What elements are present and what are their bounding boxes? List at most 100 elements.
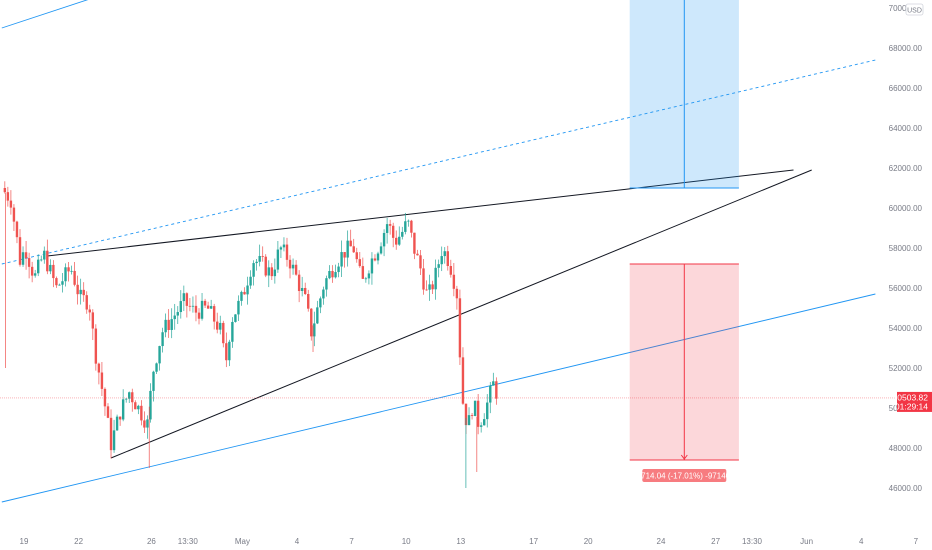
candle — [191, 296, 195, 313]
candle — [476, 393, 480, 435]
x-tick-label: 26 — [147, 537, 156, 546]
candle-body — [94, 328, 98, 364]
candle-body — [46, 250, 49, 272]
candle-body — [188, 305, 192, 307]
candle-body — [9, 200, 13, 208]
currency-badge[interactable] — [905, 3, 924, 16]
candle — [3, 181, 7, 194]
candle — [21, 246, 25, 267]
candle — [152, 370, 155, 402]
candle — [264, 254, 267, 278]
candle — [288, 255, 292, 279]
long-position-tool[interactable]: 10412.43 (17.08%) 1041243 — [629, 0, 739, 189]
candle — [355, 247, 358, 263]
candle — [167, 309, 170, 338]
candle-body — [476, 400, 480, 427]
candle — [331, 265, 334, 283]
candle-body — [395, 237, 398, 245]
candle-body — [443, 251, 446, 257]
candle — [176, 306, 179, 324]
candle-body — [124, 398, 128, 400]
candle-body — [67, 267, 70, 272]
candle — [322, 286, 325, 305]
candle — [237, 295, 240, 322]
candle — [9, 190, 13, 215]
x-tick-label: 24 — [657, 537, 666, 546]
candle-body — [52, 264, 55, 279]
candle — [27, 252, 31, 279]
candle — [361, 257, 365, 280]
candle — [216, 312, 219, 334]
candle — [440, 246, 443, 272]
candle-body — [452, 274, 456, 289]
candle — [449, 259, 453, 278]
candle — [243, 287, 246, 295]
candle — [479, 422, 483, 433]
short-position-tool[interactable]: -9714.04 (-17.01%) -971404 — [629, 263, 739, 482]
price-axis[interactable]: 46000.0048000.0050000.0052000.0054000.00… — [889, 0, 924, 493]
candle — [37, 254, 40, 277]
candle — [246, 276, 249, 305]
candle-body — [134, 402, 137, 410]
candle-body — [185, 293, 189, 306]
candle — [282, 237, 286, 252]
candle — [82, 282, 85, 302]
candle — [473, 400, 477, 417]
candle-body — [30, 266, 34, 276]
candle — [100, 362, 104, 396]
candle — [185, 292, 189, 318]
wedge-lower-line[interactable] — [110, 169, 812, 459]
candle — [285, 237, 289, 267]
candle — [291, 258, 295, 275]
candle — [352, 238, 355, 254]
x-tick-label: 17 — [529, 537, 538, 546]
candle-body — [285, 244, 289, 260]
candle — [467, 407, 471, 426]
candle-body — [492, 381, 495, 386]
candle-body — [43, 250, 46, 260]
candle — [118, 416, 122, 426]
candle-body — [352, 246, 355, 253]
candle-body — [40, 259, 43, 261]
candle — [40, 255, 43, 262]
candle — [88, 304, 91, 321]
candle — [85, 291, 88, 314]
short-label-text: -9714.04 (-17.01%) -971404 — [634, 472, 735, 481]
short-label-box — [642, 469, 727, 482]
candle — [492, 372, 495, 386]
candle — [222, 320, 225, 348]
candle-body — [288, 259, 292, 269]
candle — [482, 413, 486, 426]
candle-body — [112, 430, 116, 451]
bar-countdown: 01:29:14 — [895, 401, 928, 411]
candle-body — [128, 392, 131, 399]
candle-body — [140, 405, 143, 421]
candle-body — [376, 253, 380, 261]
candle-body — [85, 295, 88, 310]
y-tick-label: 70000.00 — [889, 4, 923, 13]
candle — [64, 263, 67, 287]
time-axis[interactable]: 19 22 26 13:30 May 4 7 10 13 17 20 24 27 13:30 Jun 4 7 — [20, 537, 919, 546]
candle — [416, 249, 419, 256]
wedge-upper-line[interactable] — [47, 169, 794, 257]
x-tick-label: 13:30 — [742, 537, 763, 546]
channel-upper-line[interactable] — [1, 0, 366, 29]
candle-body — [97, 363, 101, 373]
candle — [252, 260, 255, 286]
y-tick-label: 60000.00 — [889, 204, 923, 213]
candle-body — [152, 371, 155, 391]
candle-body — [155, 363, 158, 372]
candle — [76, 275, 79, 305]
x-tick-label: 13:30 — [178, 537, 199, 546]
x-tick-label: May — [235, 537, 250, 546]
candle-body — [316, 307, 319, 324]
x-tick-label: 10 — [402, 537, 411, 546]
candle-body — [473, 400, 477, 417]
candle-body — [64, 267, 67, 282]
candle — [131, 388, 134, 412]
candle-body — [100, 372, 104, 389]
candle — [231, 317, 234, 348]
y-tick-label: 56000.00 — [889, 284, 923, 293]
